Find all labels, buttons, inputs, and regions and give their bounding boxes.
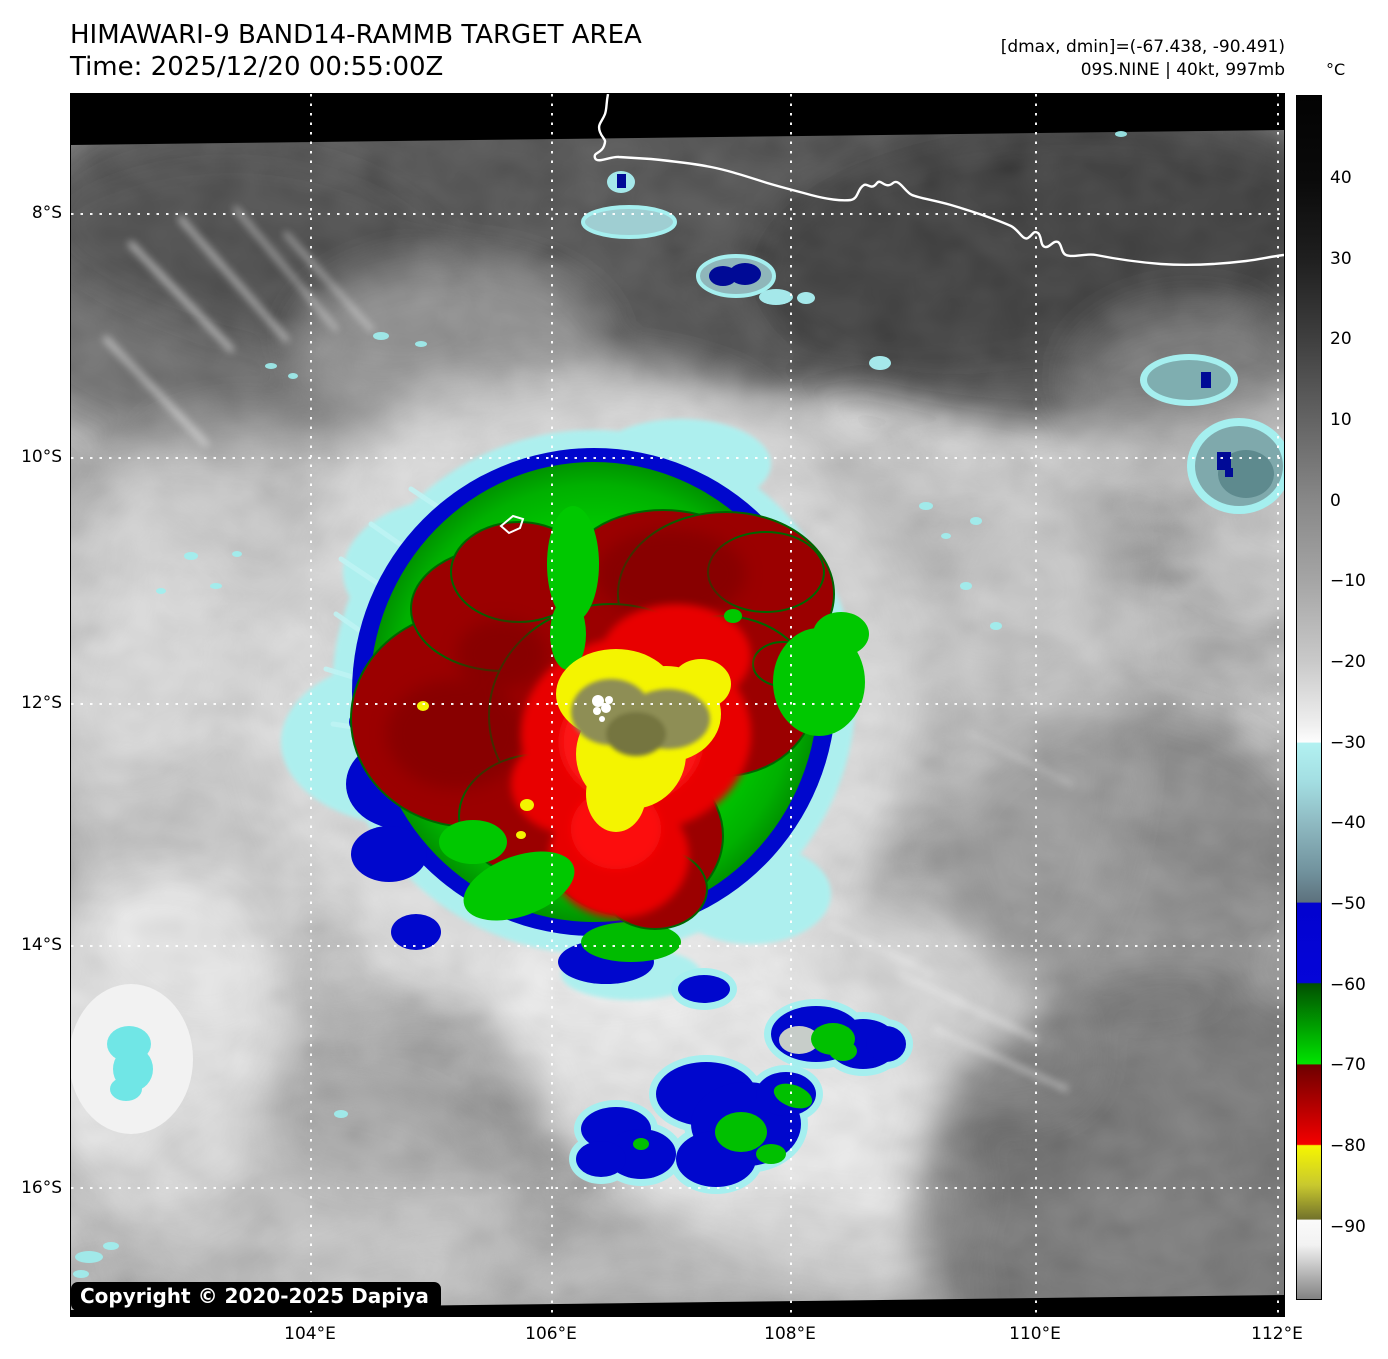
graticule xyxy=(71,94,1284,1316)
header-info: [dmax, dmin]=(-67.438, -90.491) 09S.NINE… xyxy=(1001,36,1285,82)
contour-annotation xyxy=(499,514,525,535)
page-title: HIMAWARI-9 BAND14-RAMMB TARGET AREA xyxy=(70,20,642,50)
band-green-cores xyxy=(633,1023,857,1164)
lat-label: 10°S xyxy=(21,447,62,467)
colorbar-tick: −60 xyxy=(1330,975,1366,995)
lon-label: 104°E xyxy=(284,1324,336,1344)
cyclone-maroon-patches xyxy=(386,529,746,789)
colorbar-tick: −50 xyxy=(1330,894,1366,914)
colorbar-tick: −90 xyxy=(1330,1217,1366,1237)
swath-edge-top xyxy=(71,94,1284,145)
cyclone xyxy=(281,419,869,1000)
southeast-band xyxy=(569,968,913,1194)
lat-label: 16°S xyxy=(21,1178,62,1198)
lat-label: 14°S xyxy=(21,935,62,955)
satellite-scene xyxy=(71,94,1284,1316)
colorbar-tick: 0 xyxy=(1330,491,1341,511)
storm-info: 09S.NINE | 40kt, 997mb xyxy=(1080,60,1285,80)
lon-label: 112°E xyxy=(1251,1324,1303,1344)
colorbar-tick: −10 xyxy=(1330,571,1366,591)
lon-label: 108°E xyxy=(764,1324,816,1344)
coastline xyxy=(593,94,1284,267)
cyclone-green-intrusions xyxy=(439,506,869,921)
lon-label: 110°E xyxy=(1009,1324,1061,1344)
colorbar-tick: −80 xyxy=(1330,1136,1366,1156)
colorbar-unit-label: °C xyxy=(1326,60,1346,79)
lat-label: 8°S xyxy=(31,203,62,223)
isolated-cold-spots xyxy=(71,171,1284,1134)
colorbar-tick: −40 xyxy=(1330,813,1366,833)
colorbar-tick: −70 xyxy=(1330,1055,1366,1075)
colorbar-tick: 10 xyxy=(1330,410,1352,430)
satellite-map: Copyright © 2020-2025 Dapiya xyxy=(70,93,1285,1317)
colorbar-tick: −20 xyxy=(1330,652,1366,672)
colorbar-tick: 30 xyxy=(1330,249,1352,269)
band-crescent-notch xyxy=(779,1026,819,1054)
lon-label: 106°E xyxy=(525,1324,577,1344)
colorbar-tick: 40 xyxy=(1330,168,1352,188)
colorbar-tick: 20 xyxy=(1330,329,1352,349)
dmax-dmin-readout: [dmax, dmin]=(-67.438, -90.491) xyxy=(1000,37,1285,57)
copyright-badge: Copyright © 2020-2025 Dapiya xyxy=(71,1282,441,1311)
yellow-specks xyxy=(417,701,534,839)
timestamp: Time: 2025/12/20 00:55:00Z xyxy=(70,52,444,82)
temperature-colorbar xyxy=(1296,95,1322,1300)
lat-label: 12°S xyxy=(21,693,62,713)
colorbar-tick: −30 xyxy=(1330,733,1366,753)
